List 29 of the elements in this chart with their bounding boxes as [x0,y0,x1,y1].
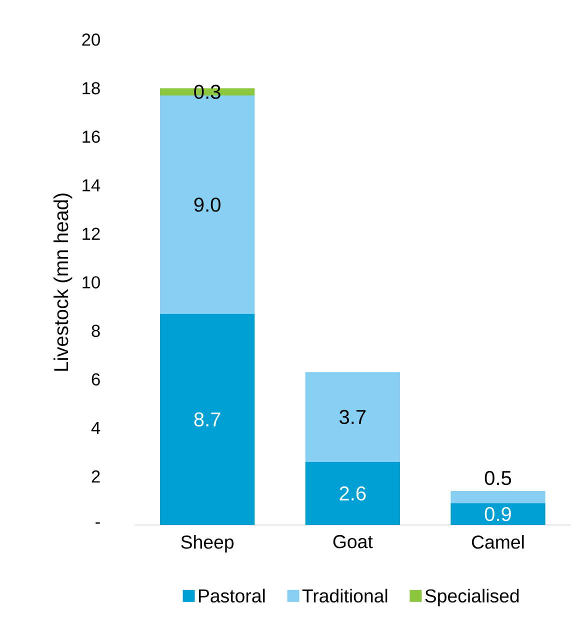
y-tick-label: 6 [92,373,100,386]
y-tick-label: 2 [92,470,100,483]
y-tick-label: 14 [82,179,100,192]
legend-label: Specialised [425,588,519,606]
bar [305,372,400,462]
data-label: 0.5 [484,470,512,486]
x-tick-label: Camel [472,535,524,549]
data-label: 8.7 [194,412,220,427]
data-label: 3.7 [340,410,366,424]
legend-label: Pastoral [198,588,265,603]
data-label: 9.0 [194,198,220,212]
x-tick-label: Sheep [181,535,234,552]
legend-label: Traditional [302,588,388,603]
y-tick-label: 8 [92,324,100,337]
data-label: 0.9 [484,506,511,522]
bar [305,462,400,525]
y-tick-label: 20 [82,34,100,46]
y-tick-label: 10 [82,276,100,288]
y-tick-label: 4 [91,422,100,434]
data-label: 2.6 [340,486,366,501]
bar [450,503,546,525]
x-tick-label: Goat [333,535,373,548]
y-tick-label: 18 [82,82,100,94]
bar [450,491,546,504]
y-tick-label: 12 [82,228,100,240]
y-tick-label: - [96,522,100,524]
y-axis-title: Livestock (mn head) [54,194,72,371]
bar [160,314,255,525]
y-tick-label: 16 [82,130,100,143]
